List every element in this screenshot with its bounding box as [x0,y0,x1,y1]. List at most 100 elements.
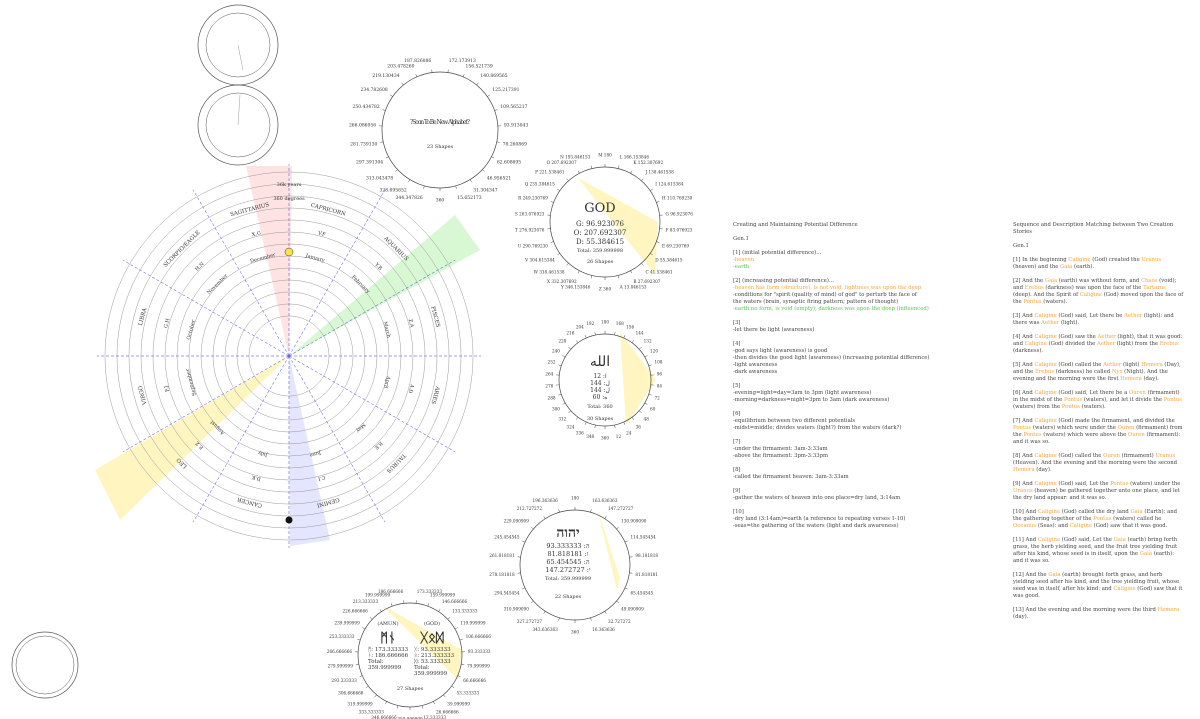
verse-text: (Seas): and [1036,523,1070,529]
angle-label: A 13.846153 [619,285,647,290]
deity-name: Caligine [1034,334,1057,340]
deity-name: Caligine [1079,292,1103,298]
deity-name: Caligine [1034,418,1057,424]
verse-text: (God) said, Let there be [1056,313,1125,319]
angle-label: 328.695652 [380,187,407,193]
verse-text: (earth) bring forth grass, the herb yiel… [1013,537,1178,557]
verse-text: (day). [1141,376,1159,382]
god-value: O: 207.692307 [574,229,627,237]
note-line: [3] [733,320,741,326]
angle-label: 288 [548,395,556,400]
verse: [7] And Caligine (God) made the firmamen… [1013,418,1185,446]
angle-label: 359.999999 [397,717,423,719]
deity-name: Aether [1124,313,1143,319]
zodiac-sign-label: LIBRA [138,306,149,326]
circle-title: ?Soon To Be New Alphabet? [410,119,470,126]
note-line: the waters (brain, synaptic firing patte… [733,299,899,305]
note-line: -midst=middle; divides waters (light?) f… [733,425,902,431]
angle-label: 13.333333 [423,715,446,719]
angle-label: J 138.461538 [644,169,674,174]
deity-name: Pontus [1023,432,1042,438]
note-line: [5] [733,383,741,389]
angle-label: M 180 [598,153,612,158]
angle-label: 78.260869 [503,142,527,148]
verse-text: (God) said, Let the [1060,537,1114,543]
angle-label: 24 [626,430,632,435]
verse-text: (waters) under the [1128,481,1181,487]
angle-label: 132 [644,339,652,344]
verse-text: (day). [1034,467,1052,473]
column-subtitle: Gen.1 [1013,243,1029,249]
angle-label: 310.909090 [504,606,530,611]
verse-text: (deep). And the Spirit of [1013,292,1080,298]
deity-name: Pontus [1163,397,1182,403]
column-title: Creating and Maintaining Potential Diffe… [733,222,858,228]
god-rune-value: Total: [414,665,430,671]
verse: [3] And Caligine (God) said, Let there b… [1013,313,1185,327]
wheel-spoke [122,259,290,357]
verse-text: (waters) from the [1013,404,1062,410]
angle-label: 297.391304 [356,160,383,166]
verse-text: (firmament) in the midst of the [1013,390,1180,403]
verse-text: (light): and there was [1013,313,1174,326]
column-title: Sequence and Description Matching betwee… [1013,222,1174,235]
verse-note: [9] -gather the waters of heaven into one… [733,488,1003,502]
verse-text: (heaven) and the [1013,264,1061,270]
zodiac-sub-label: G.H [163,317,171,329]
verse: [6] And Caligine (God) said, Let there b… [1013,390,1185,411]
angle-label: 216 [566,331,574,336]
verse-text: (Heaven). And the evening and the mornin… [1013,460,1177,466]
wheel-ring [164,231,414,481]
angle-label: 319.999999 [347,702,373,707]
verse-text: (earth) brought forth grass, and herb yi… [1013,572,1180,592]
verse-text: (heaven) be gathered together unto one p… [1013,488,1180,501]
verse-note: [4] -god says light (awareness) is good -t… [733,341,1003,376]
verse-text: [2] And the [1013,278,1045,284]
deity-name: Caligine [1024,341,1047,347]
angle-label: 344.347826 [396,195,423,201]
angle-label: 93.333333 [468,649,491,654]
verse-text: [11] And [1013,537,1038,543]
note-line: -under the firmament: 3am-3:33am [733,446,828,452]
yhwh-value: ה: 93.333333 [546,542,589,550]
zodiac-sign-label: VIRGO [138,385,149,407]
zodiac-sub-label: X.G [251,230,261,238]
month-label: June [309,449,323,458]
zodiac-sign-label: PISCES [429,306,440,329]
verse-text: (God) moved upon the face of the [1013,292,1184,305]
god-rune-value: ᚷ: 93.333333 [414,646,451,653]
verse-text: [6] And [1013,390,1035,396]
angle-label: 62.608695 [497,160,521,166]
angle-label: 53.333333 [457,691,480,696]
allah-total: Total: 360 [587,404,612,410]
deity-name: Gaia [1139,551,1153,557]
zodiac-sub-label: C.I [317,474,326,482]
verse-text: (darkness) he called [1054,369,1112,375]
note-line: -morning=darkness=night=3pm to 3am (dark… [733,397,890,403]
verse-text: (God) saw that it was good. [1013,586,1183,599]
verse-text: [5] And [1013,362,1035,368]
angle-label: 213.333333 [353,599,379,604]
angle-label: 106.666666 [466,634,492,639]
allah-value: ه: 60 [593,394,608,401]
verse-text: (firmament): and it was so. [1013,432,1181,445]
angle-label: 93.913043 [504,123,528,129]
angle-label: 293.333333 [331,678,357,683]
god-label: (GOD) [424,620,440,627]
angle-label: G 96.923076 [666,211,694,216]
angle-label: 84 [657,384,663,389]
month-label: November [206,273,229,296]
angle-label: 81.818181 [635,572,658,577]
wheel-spoke [122,355,290,453]
marker-black-bottom [285,516,293,524]
zodiac-sub-label: A.D [407,382,415,393]
angle-label: 261.818181 [489,553,515,558]
angle-label: T 276.923076 [515,228,545,233]
amun-runes: ᛗᚾ [380,631,396,646]
note-line: -earth no form, is void (empty), darknes… [733,306,929,312]
angle-label: 186.666666 [378,589,404,594]
deity-name: Ouren [1128,390,1146,396]
verse-text: [8] And [1013,453,1035,459]
